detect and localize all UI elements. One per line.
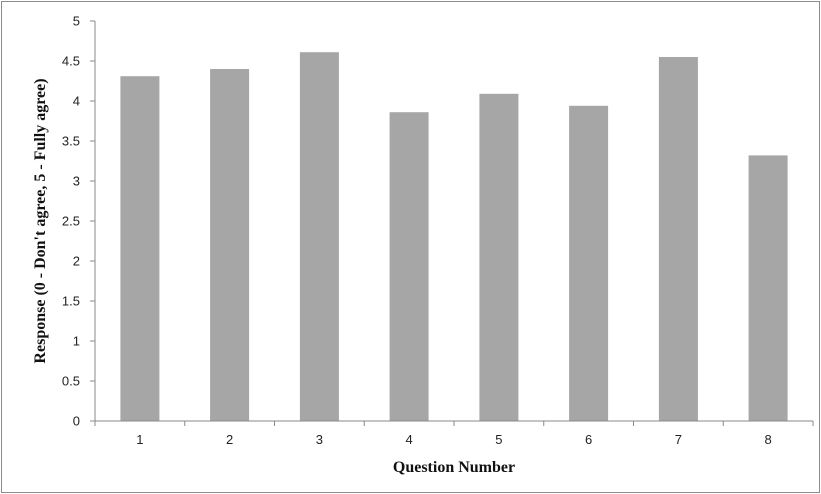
x-tick-label: 5 [495, 432, 502, 447]
y-tick-label: 3.5 [62, 134, 80, 149]
y-tick-label: 4.5 [62, 54, 80, 69]
x-tick-label: 4 [406, 432, 413, 447]
tick-labels-layer: 0 0.5 1 1.5 2 2.5 3 3.5 4 4.5 5 1 2 3 4 5 6 7 8 [62, 14, 772, 448]
bar-question-4 [389, 112, 429, 421]
x-axis-title: Question Number [393, 459, 515, 476]
x-tick-label: 2 [226, 432, 233, 447]
y-tick-label: 3 [73, 174, 80, 189]
y-tick-label: 4 [73, 94, 80, 109]
x-tick-label: 3 [316, 432, 323, 447]
y-tick-label: 2 [73, 254, 80, 269]
axes-layer [90, 20, 814, 426]
y-tick-label: 2.5 [62, 214, 80, 229]
bar-question-3 [299, 52, 339, 421]
x-tick-label: 8 [765, 432, 772, 447]
y-tick-label: 1 [73, 334, 80, 349]
bar-question-1 [120, 76, 160, 421]
y-tick-label: 0.5 [62, 374, 80, 389]
x-tick-label: 6 [585, 432, 592, 447]
x-tick-label: 1 [136, 432, 143, 447]
y-tick-label: 1.5 [62, 294, 80, 309]
y-axis-title: Response (0 - Don't agree, 5 - Fully agr… [32, 78, 49, 363]
x-tick-label: 7 [675, 432, 682, 447]
bar-question-6 [569, 105, 609, 422]
y-tick-label: 0 [73, 414, 80, 429]
bar-question-7 [658, 57, 698, 421]
bar-question-5 [479, 93, 519, 422]
bar-question-8 [748, 155, 788, 421]
bar-question-2 [210, 69, 250, 421]
bars-layer [120, 52, 788, 422]
y-tick-label: 5 [73, 14, 80, 29]
